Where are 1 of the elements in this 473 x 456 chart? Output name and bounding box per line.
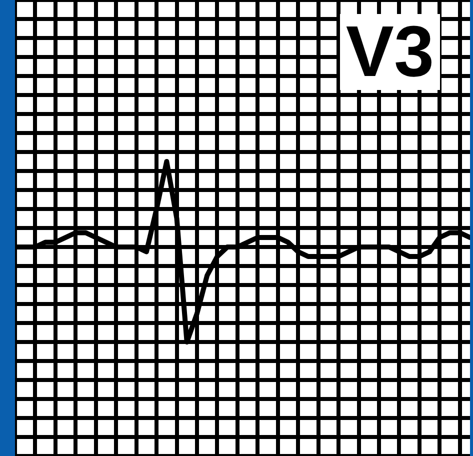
chart-title: V3 <box>340 12 440 92</box>
